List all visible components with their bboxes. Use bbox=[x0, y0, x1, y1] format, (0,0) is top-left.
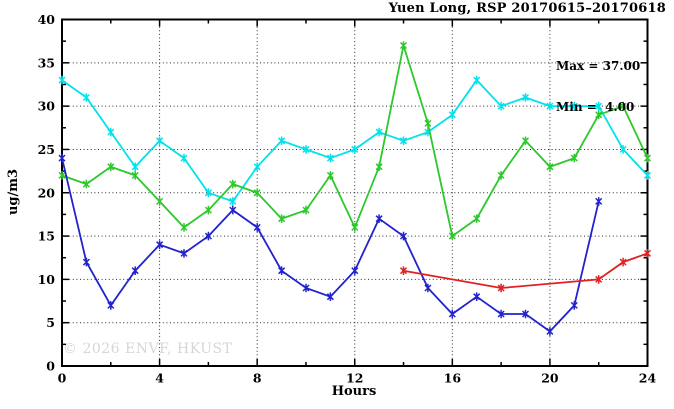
maxmin-annotation: Max = 37.00 Min = 4.00 bbox=[556, 33, 640, 141]
x-tick-label: 8 bbox=[253, 371, 262, 386]
watermark: © 2026 ENVF, HKUST bbox=[63, 341, 233, 357]
x-axis-title: Hours bbox=[331, 384, 377, 399]
y-tick-label: 15 bbox=[38, 229, 55, 244]
y-tick-label: 35 bbox=[38, 55, 55, 70]
x-tick-label: 24 bbox=[639, 371, 657, 386]
x-tick-label: 0 bbox=[58, 371, 67, 386]
series-markers-blue bbox=[58, 153, 603, 336]
min-annotation: Min = 4.00 bbox=[556, 99, 635, 114]
series-markers-green bbox=[58, 41, 652, 241]
y-axis-title: ug/m3 bbox=[6, 168, 21, 216]
series-markers-cyan bbox=[58, 75, 652, 206]
series-blue bbox=[58, 153, 603, 336]
x-tick-label: 12 bbox=[346, 371, 363, 386]
chart-title: Yuen Long, RSP 20170615–20170618 bbox=[388, 1, 666, 16]
y-tick-label: 0 bbox=[46, 359, 55, 374]
y-tick-label: 40 bbox=[38, 12, 56, 27]
series-cyan bbox=[58, 75, 652, 206]
axis-ticks bbox=[61, 18, 649, 367]
tick-labels: 0 4 8 12 16 20 24 0 5 10 15 20 25 30 35 40 bbox=[38, 12, 657, 386]
gridlines bbox=[62, 19, 648, 366]
y-tick-label: 5 bbox=[46, 315, 55, 330]
x-tick-label: 20 bbox=[541, 371, 559, 386]
series-markers-red bbox=[399, 249, 652, 293]
y-tick-label: 20 bbox=[38, 185, 56, 200]
series-green bbox=[58, 41, 652, 241]
y-tick-label: 30 bbox=[38, 99, 56, 114]
x-tick-label: 4 bbox=[155, 371, 164, 386]
x-tick-label: 16 bbox=[444, 371, 462, 386]
max-annotation: Max = 37.00 bbox=[556, 59, 641, 73]
y-tick-label: 25 bbox=[38, 142, 55, 157]
series-red bbox=[399, 249, 652, 293]
series-line-red bbox=[403, 252, 648, 289]
y-tick-label: 10 bbox=[38, 272, 56, 287]
